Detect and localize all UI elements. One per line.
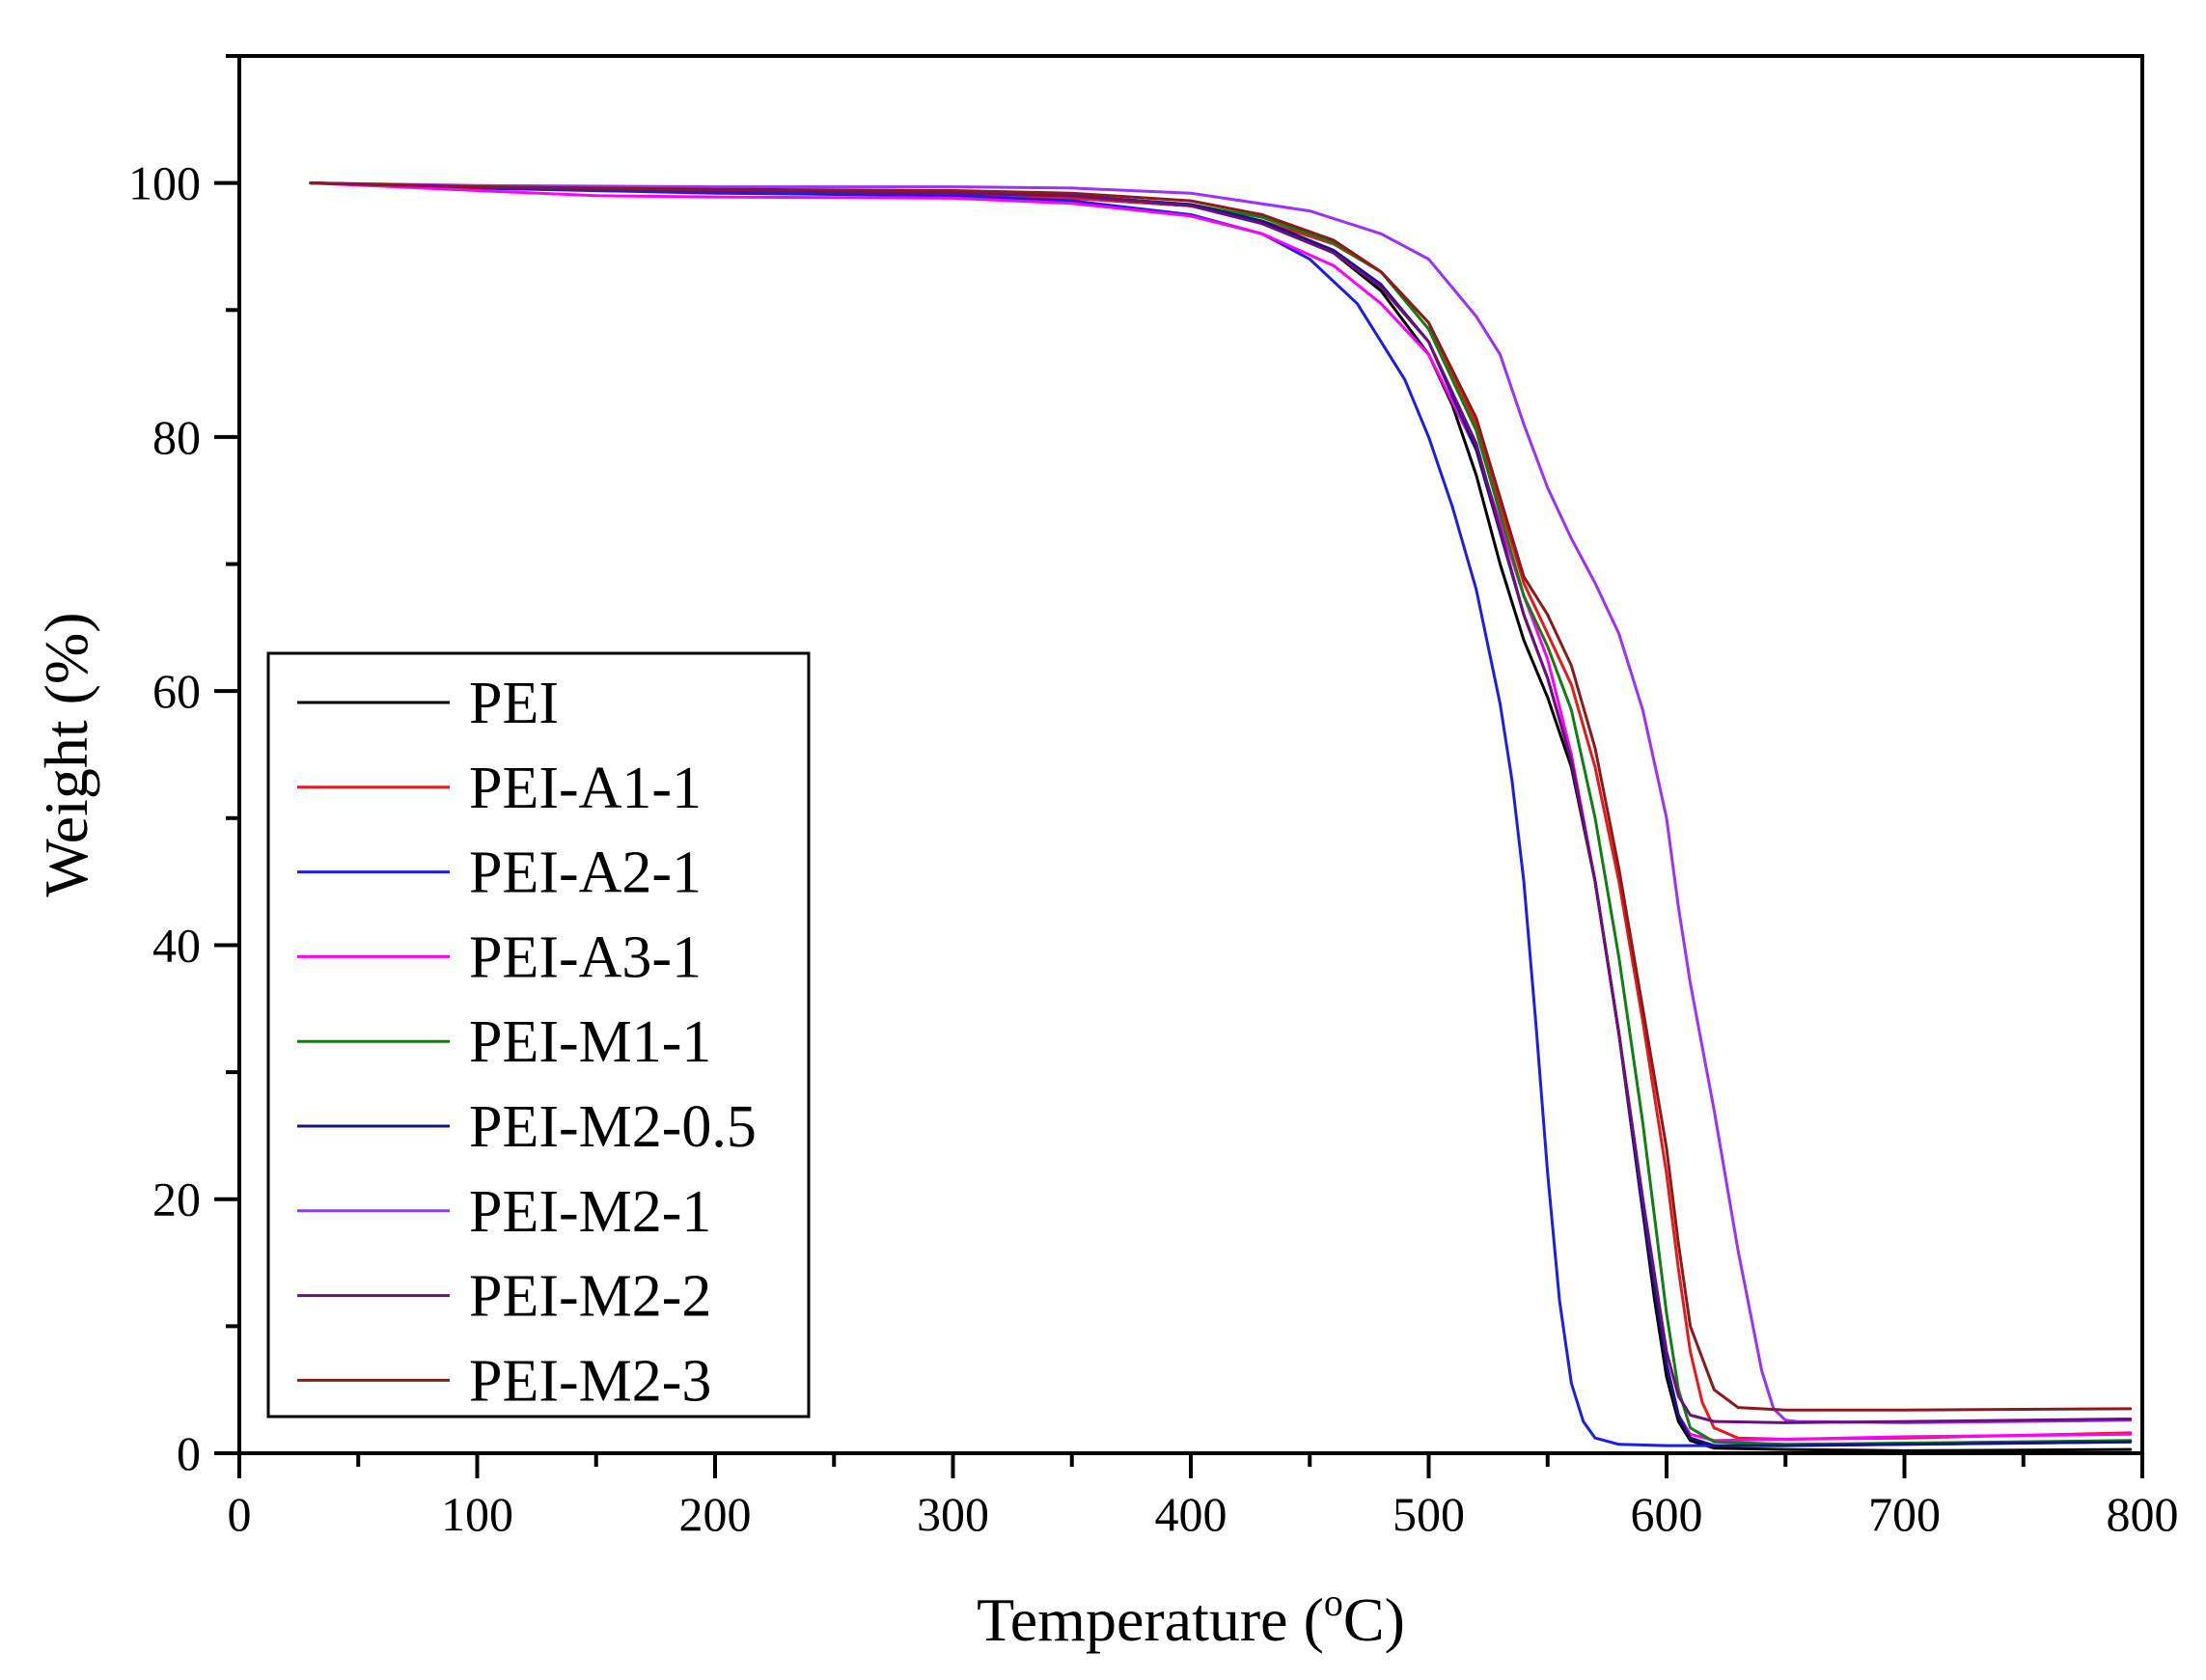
y-axis-ticks: 0 20 40 60 80 100 [128, 54, 239, 1480]
legend-label-pei: PEI [469, 671, 559, 736]
x-axis-title: Temperature (oC) [977, 1581, 1405, 1654]
series-line-pei-m2-1 [309, 181, 2133, 1424]
legend-box [266, 651, 811, 1418]
series-line-pei-m2-2 [309, 181, 2133, 1424]
x-tick-label: 0 [228, 1487, 252, 1541]
legend-entries: PEI PEI-A1-1 PEI-A2-1 PEI-A3-1 PEI-M1-1 PEI-M… [297, 671, 757, 1414]
series-line-pei-a1-1 [309, 181, 2133, 1441]
y-tick-label: 100 [128, 156, 201, 210]
series-line-pei-a2-1 [309, 181, 2133, 1447]
x-tick-label: 100 [441, 1487, 513, 1541]
x-axis-ticks: 0 100 200 300 400 500 600 700 800 [228, 1453, 2179, 1541]
x-tick-label: 400 [1155, 1487, 1227, 1541]
y-tick-label: 80 [152, 410, 201, 464]
x-tick-label: 500 [1393, 1487, 1465, 1541]
y-tick-label: 20 [152, 1172, 201, 1226]
legend-label-pei-m1-1: PEI-M1-1 [469, 1009, 711, 1075]
y-tick-label: 40 [152, 918, 201, 972]
x-tick-label: 600 [1631, 1487, 1703, 1541]
x-tick-label: 300 [917, 1487, 989, 1541]
series-layer [309, 181, 2133, 1452]
legend-label-pei-m2-1: PEI-M2-1 [469, 1179, 711, 1245]
legend-label-pei-a3-1: PEI-A3-1 [469, 924, 702, 990]
y-tick-label: 60 [152, 664, 201, 718]
x-tick-label: 800 [2107, 1487, 2179, 1541]
legend-label-pei-m2-0-5: PEI-M2-0.5 [469, 1094, 757, 1160]
x-axis-title-degree: o [1324, 1581, 1343, 1624]
y-axis-title: Weight (%) [32, 612, 100, 896]
x-tick-label: 200 [679, 1487, 752, 1541]
x-axis-title-main: Temperature ( [977, 1585, 1324, 1654]
legend-label-pei-a2-1: PEI-A2-1 [469, 840, 702, 906]
legend-label-pei-m2-2: PEI-M2-2 [469, 1264, 711, 1330]
series-line-pei-m2-3 [309, 181, 2133, 1412]
x-axis-title-unit: C) [1343, 1585, 1405, 1654]
x-tick-label: 700 [1868, 1487, 1941, 1541]
legend: PEI PEI-A1-1 PEI-A2-1 PEI-A3-1 PEI-M1-1 PEI-M… [266, 651, 811, 1418]
y-tick-label: 0 [177, 1426, 201, 1480]
legend-label-pei-m2-3: PEI-M2-3 [469, 1348, 711, 1414]
legend-label-pei-a1-1: PEI-A1-1 [469, 756, 702, 821]
